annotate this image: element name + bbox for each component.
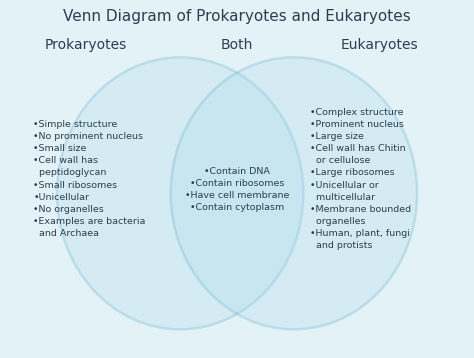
Ellipse shape [171, 57, 417, 329]
Text: •Simple structure
•No prominent nucleus
•Small size
•Cell wall has
  peptidoglyc: •Simple structure •No prominent nucleus … [33, 120, 146, 238]
Text: Prokaryotes: Prokaryotes [44, 38, 127, 52]
Text: Both: Both [221, 38, 253, 52]
Text: •Contain DNA
•Contain ribosomes
•Have cell membrane
•Contain cytoplasm: •Contain DNA •Contain ribosomes •Have ce… [185, 167, 289, 212]
Text: •Complex structure
•Prominent nucleus
•Large size
•Cell wall has Chitin
  or cel: •Complex structure •Prominent nucleus •L… [310, 108, 411, 250]
Text: Venn Diagram of Prokaryotes and Eukaryotes: Venn Diagram of Prokaryotes and Eukaryot… [63, 9, 411, 24]
Ellipse shape [57, 57, 303, 329]
Text: Eukaryotes: Eukaryotes [340, 38, 418, 52]
